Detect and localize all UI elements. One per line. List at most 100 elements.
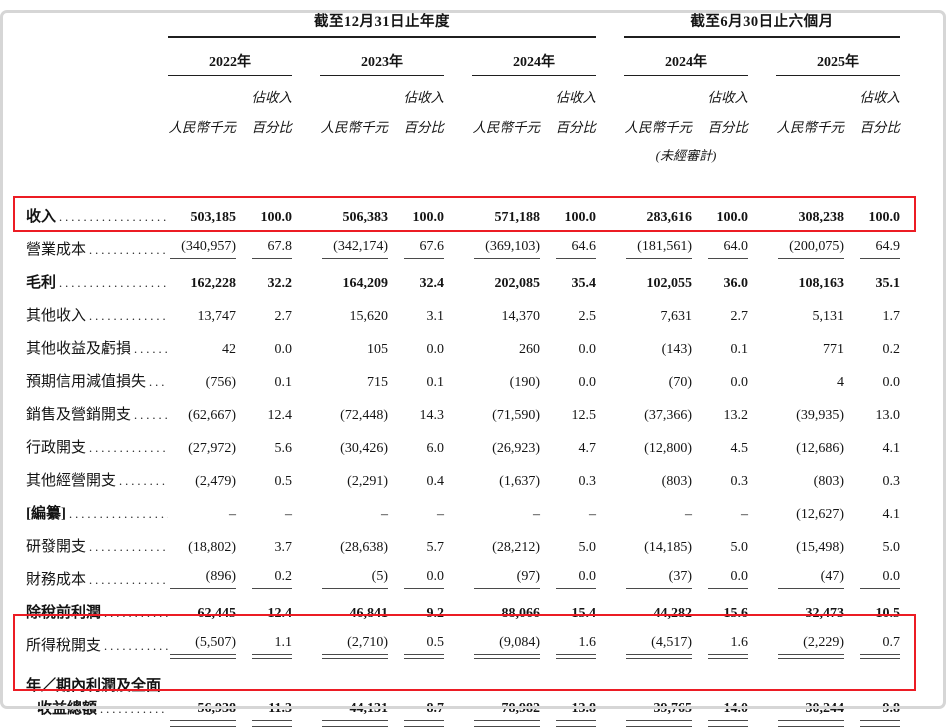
pct-cell: 4.7 [578, 440, 597, 456]
pct-cell: 35.1 [875, 275, 901, 291]
year-header-row: 2022年 2023年 2024年 2024年 2025年 [26, 37, 901, 76]
pct-cell: 0.5 [388, 626, 444, 659]
table-row-other-gains-losses: 其他收益及虧損.................................… [26, 329, 900, 362]
pct-cell: 0.0 [274, 341, 293, 357]
row-label: 銷售及營銷開支.................................… [26, 407, 168, 423]
value-cell: (37) [624, 560, 692, 593]
value-cell: (9,084) [472, 626, 540, 659]
value-cell: (342,174) [320, 230, 388, 263]
pct-cell: 0.3 [730, 473, 749, 489]
value-cell: (190) [509, 374, 540, 390]
value-cell: (62,667) [188, 407, 236, 423]
value-cell: 503,185 [190, 209, 237, 225]
value-cell: (97) [472, 560, 540, 593]
dot-leader: ........................................… [89, 309, 168, 323]
pct-cell: – [741, 506, 748, 522]
currency-label: 人民幣千元 [320, 120, 389, 135]
value-cell: (15,498) [796, 539, 844, 555]
value-cell: (2,291) [347, 473, 388, 489]
pct-cell: 0.0 [730, 374, 749, 390]
row-label: 營業成本....................................… [26, 230, 168, 263]
table-row-redacted: [編纂]....................................… [26, 494, 900, 527]
pct-cell: 1.6 [540, 626, 596, 659]
value-cell: (28,212) [492, 539, 540, 555]
pct-cell: 12.5 [571, 407, 597, 423]
pct-cell: 2.7 [730, 308, 749, 324]
percentage-label: 百分比 [859, 120, 901, 135]
dot-leader: ........................................… [59, 210, 168, 224]
period-title-interim: 截至6月30日止六個月 [624, 10, 901, 38]
pct-cell: 0.0 [844, 560, 901, 593]
pct-cell: 0.0 [578, 374, 597, 390]
value-cell: (12,627) [796, 506, 844, 522]
pct-cell: 35.4 [571, 275, 597, 291]
currency-label: 人民幣千元 [168, 120, 237, 135]
pct-cell: 0.0 [388, 560, 444, 593]
row-label: 其他收入....................................… [26, 296, 168, 329]
dot-leader: ........................................… [104, 639, 168, 653]
pct-cell: 67.8 [236, 230, 292, 263]
value-cell: 105 [367, 341, 388, 357]
value-cell: (2,229) [776, 626, 844, 659]
value-cell: 15,620 [349, 308, 389, 324]
pct-cell: 0.0 [692, 560, 748, 593]
pct-cell: 13.8 [540, 659, 596, 726]
pct-cell: 0.3 [578, 473, 597, 489]
dot-leader: ........................................… [119, 474, 168, 488]
pct-cell: 1.7 [882, 308, 901, 324]
value-cell: 260 [519, 341, 540, 357]
value-cell: 5,131 [812, 308, 845, 324]
pct-cell: 1.6 [692, 626, 748, 659]
value-cell: 7,631 [660, 308, 693, 324]
pct-cell: – [437, 506, 444, 522]
table-row-selling-marketing-expenses: 銷售及營銷開支.................................… [26, 395, 900, 428]
pct-cell: 0.1 [426, 374, 445, 390]
pct-cell: 12.4 [267, 407, 293, 423]
pct-of-revenue-label: 佔收入 [251, 90, 293, 105]
unaudited-note-row: (未經審計) [26, 139, 900, 164]
table-row-expected-credit-loss: 預期信用減值損失................................… [26, 362, 900, 395]
value-cell: 46,841 [349, 605, 389, 621]
pct-cell: 9.2 [426, 605, 445, 621]
table-row-rd-expenses: 研發開支....................................… [26, 527, 900, 560]
table-row-revenue: 收入......................................… [26, 197, 900, 230]
value-cell: 202,085 [494, 275, 541, 291]
value-cell: (803) [661, 473, 692, 489]
percentage-label: 百分比 [403, 120, 445, 135]
pct-cell: 36.0 [723, 275, 749, 291]
pct-cell: 5.6 [274, 440, 293, 456]
currency-label: 人民幣千元 [472, 120, 541, 135]
pct-of-revenue-label: 佔收入 [707, 90, 749, 105]
pct-cell: 14.3 [419, 407, 445, 423]
year-2024: 2024年 [472, 37, 596, 76]
pct-cell: 3.7 [274, 539, 293, 555]
dot-leader: ........................................… [89, 573, 168, 587]
value-cell: (803) [813, 473, 844, 489]
row-label: 毛利......................................… [26, 275, 168, 291]
value-cell: (4,517) [624, 626, 692, 659]
table-row-income-tax-expense: 所得稅開支...................................… [26, 626, 901, 659]
subheader-row-1: 佔收入 佔收入 佔收入 佔收入 佔收入 [26, 76, 901, 110]
row-label: 財務成本....................................… [26, 560, 168, 593]
pct-cell: 0.0 [882, 374, 901, 390]
value-cell: 39,765 [624, 659, 692, 726]
value-cell: (30,426) [340, 440, 388, 456]
pct-cell: 100.0 [412, 209, 445, 225]
value-cell: – [533, 506, 540, 522]
pct-cell: 4.5 [730, 440, 749, 456]
value-cell: 571,188 [494, 209, 541, 225]
dot-leader: ........................................… [59, 276, 168, 290]
pct-cell: 0.3 [882, 473, 901, 489]
financial-summary-table: 截至12月31日止年度 截至6月30日止六個月 2022年 2023年 2024… [26, 10, 901, 726]
percentage-label: 百分比 [251, 120, 293, 135]
pct-cell: 0.7 [844, 626, 901, 659]
value-cell: (369,103) [472, 230, 540, 263]
pct-cell: 0.0 [540, 560, 596, 593]
pct-cell: 64.6 [540, 230, 596, 263]
currency-label: 人民幣千元 [624, 120, 693, 135]
period-title-row: 截至12月31日止年度 截至6月30日止六個月 [26, 10, 901, 38]
value-cell: (28,638) [340, 539, 388, 555]
row-label: 研發開支....................................… [26, 527, 168, 560]
table-row-other-income: 其他收入....................................… [26, 296, 900, 329]
value-cell: 283,616 [646, 209, 693, 225]
